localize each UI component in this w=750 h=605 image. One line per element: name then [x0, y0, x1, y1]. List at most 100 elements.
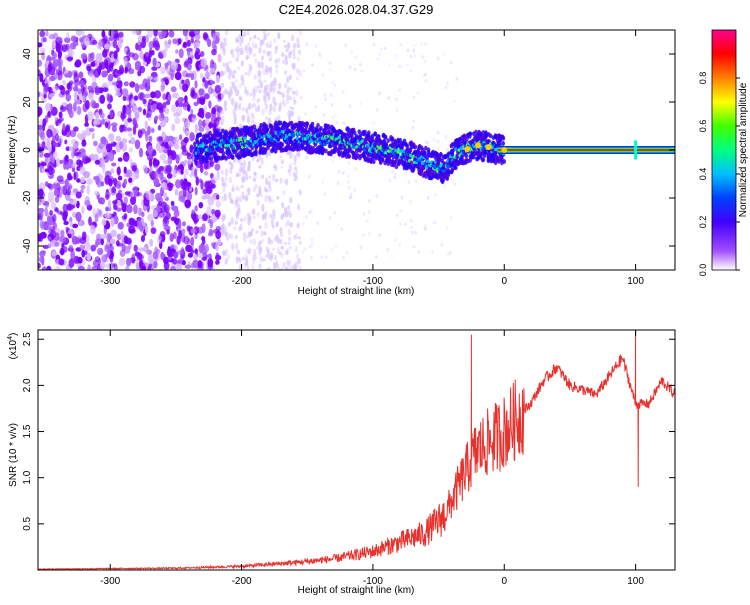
noise-speckle	[47, 110, 51, 117]
noise-speckle	[116, 200, 122, 207]
noise-speckle	[104, 43, 111, 50]
noise-speckle	[202, 188, 208, 195]
noise-speckle-faint	[340, 227, 344, 231]
noise-speckle	[61, 79, 67, 86]
noise-speckle-faint	[446, 253, 450, 257]
noise-speckle-faint	[260, 229, 264, 238]
noise-speckle	[46, 128, 53, 138]
noise-speckle-faint	[261, 108, 265, 116]
ridge-band	[233, 129, 237, 135]
noise-speckle-faint	[240, 37, 244, 44]
noise-speckle-faint	[277, 114, 281, 122]
noise-speckle	[64, 178, 69, 187]
noise-speckle-faint	[222, 48, 227, 56]
snr-scale-exponent: 4	[7, 336, 14, 340]
noise-speckle	[214, 84, 222, 94]
noise-speckle-faint	[247, 105, 251, 110]
ridge-band	[324, 148, 328, 154]
noise-speckle	[139, 50, 144, 60]
noise-speckle	[142, 246, 148, 252]
noise-speckle-faint	[257, 61, 261, 69]
noise-speckle-faint	[256, 199, 260, 206]
noise-speckle-faint	[288, 246, 292, 250]
noise-speckle-faint	[359, 62, 362, 67]
noise-speckle	[70, 198, 78, 206]
noise-speckle	[190, 109, 194, 115]
noise-speckle-faint	[271, 199, 275, 203]
noise-speckle	[186, 152, 192, 157]
noise-speckle-faint	[294, 174, 298, 180]
noise-speckle-faint	[267, 117, 271, 125]
noise-speckle-faint	[433, 193, 437, 197]
figure-title: C2E4.2026.028.04.37.G29	[279, 2, 434, 17]
noise-speckle	[95, 111, 99, 122]
noise-speckle	[194, 205, 198, 212]
noise-speckle	[137, 70, 142, 77]
snr-scale-label: (x104)	[7, 333, 19, 360]
ridge-band	[252, 124, 257, 130]
noise-speckle-faint	[234, 48, 238, 52]
noise-speckle-faint	[274, 165, 278, 172]
noise-speckle	[156, 197, 164, 203]
noise-speckle	[153, 178, 160, 186]
noise-speckle	[73, 255, 80, 264]
noise-speckle-faint	[287, 241, 291, 245]
noise-speckle-faint	[241, 170, 245, 175]
noise-speckle	[90, 244, 97, 252]
noise-speckle	[83, 171, 91, 179]
noise-speckle-faint	[237, 66, 241, 71]
noise-speckle-faint	[314, 44, 318, 48]
colorbar-tick-label: 0.8	[698, 72, 708, 85]
noise-speckle-faint	[223, 37, 227, 42]
noise-speckle	[79, 244, 85, 250]
noise-speckle-faint	[268, 197, 272, 202]
noise-speckle-faint	[236, 249, 241, 255]
noise-speckle	[117, 175, 123, 181]
y-tick-label: 1.0	[22, 470, 33, 484]
noise-speckle	[83, 242, 91, 252]
noise-speckle	[65, 188, 71, 196]
noise-speckle-faint	[291, 106, 295, 111]
noise-speckle	[137, 35, 144, 43]
noise-speckle-faint	[238, 105, 242, 110]
noise-speckle	[213, 228, 220, 234]
noise-speckle	[65, 146, 71, 151]
noise-speckle	[207, 231, 214, 237]
noise-speckle-faint	[287, 169, 291, 173]
noise-speckle-faint	[264, 116, 269, 120]
noise-speckle-faint	[411, 125, 415, 130]
noise-speckle	[87, 264, 91, 270]
ridge-band	[421, 165, 426, 171]
noise-speckle-faint	[293, 155, 297, 162]
noise-speckle-faint	[308, 210, 312, 215]
noise-speckle	[47, 243, 52, 249]
noise-speckle	[132, 125, 137, 135]
noise-speckle	[95, 53, 101, 63]
noise-speckle	[47, 147, 52, 152]
noise-speckle-faint	[303, 247, 307, 252]
noise-speckle	[146, 78, 151, 87]
noise-speckle	[52, 213, 57, 223]
noise-speckle-faint	[240, 176, 244, 183]
noise-speckle-faint	[258, 165, 262, 169]
y-tick-label: 2.5	[22, 332, 33, 346]
noise-speckle	[142, 98, 147, 105]
noise-speckle-faint	[289, 87, 293, 91]
noise-speckle	[144, 120, 148, 130]
noise-speckle	[151, 128, 155, 133]
noise-speckle-faint	[440, 242, 444, 247]
noise-speckle-faint	[251, 41, 255, 48]
noise-speckle-faint	[237, 186, 241, 192]
noise-speckle	[47, 191, 55, 202]
noise-speckle	[143, 164, 148, 175]
noise-speckle-faint	[372, 43, 376, 47]
noise-speckle-faint	[344, 43, 348, 48]
noise-speckle	[133, 204, 138, 215]
noise-speckle-faint	[272, 106, 276, 113]
noise-speckle-faint	[240, 184, 244, 189]
noise-speckle-faint	[298, 70, 302, 77]
noise-speckle-faint	[421, 55, 424, 59]
noise-speckle-faint	[424, 41, 428, 46]
noise-speckle-faint	[362, 212, 366, 216]
